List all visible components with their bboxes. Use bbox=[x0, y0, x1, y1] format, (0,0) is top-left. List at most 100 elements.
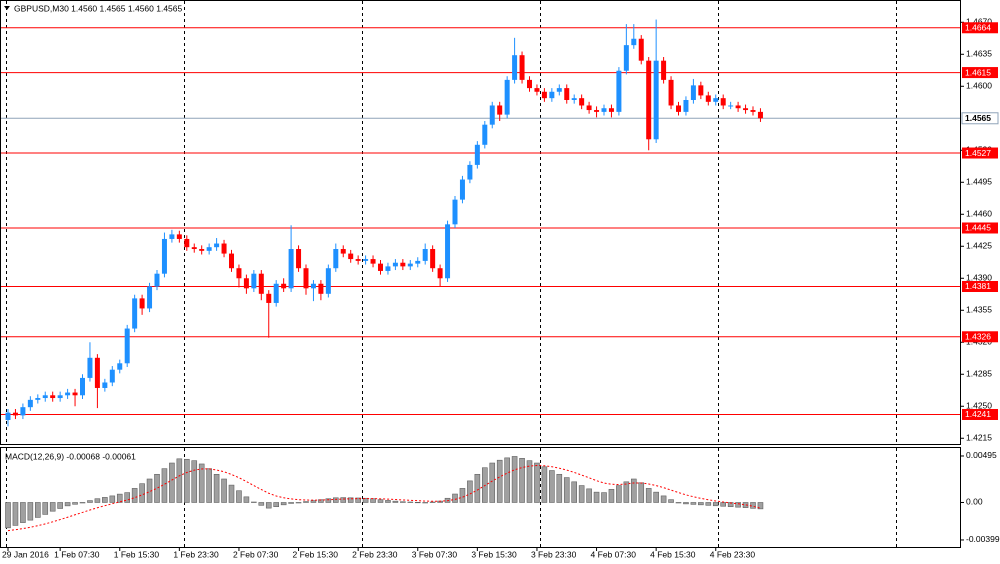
macd-bar bbox=[87, 500, 93, 503]
level-label: 1.4664 bbox=[965, 23, 991, 33]
macd-bar bbox=[660, 495, 667, 503]
candle-body bbox=[482, 124, 488, 145]
candle-body bbox=[564, 88, 570, 100]
macd-bar bbox=[228, 484, 235, 503]
x-tick-label: 3 Feb 23:30 bbox=[531, 549, 577, 559]
candle-body bbox=[161, 238, 167, 274]
candle-body bbox=[616, 70, 622, 112]
x-tick-label: 4 Feb 23:30 bbox=[710, 549, 756, 559]
level-badge bbox=[962, 331, 998, 343]
price-pane bbox=[0, 0, 961, 445]
macd-bar bbox=[534, 462, 540, 503]
macd-bar bbox=[184, 458, 190, 503]
macd-bar bbox=[429, 501, 436, 503]
last-price-badge bbox=[961, 112, 999, 125]
y-tick-label: 1.4460 bbox=[966, 209, 992, 219]
macd-bar bbox=[251, 501, 257, 503]
macd-bar bbox=[422, 502, 429, 504]
macd-bar bbox=[265, 502, 272, 509]
macd-bar bbox=[258, 502, 265, 506]
candle-body bbox=[728, 105, 734, 107]
x-tick-label: 1 Feb 15:30 bbox=[114, 549, 160, 559]
candle-body bbox=[720, 98, 726, 106]
candle-body bbox=[318, 283, 324, 294]
candle-body bbox=[35, 398, 41, 400]
candle-body bbox=[467, 164, 473, 180]
macd-bar bbox=[280, 502, 287, 506]
macd-bar bbox=[504, 457, 510, 503]
x-tick-label: 2 Feb 07:30 bbox=[233, 549, 279, 559]
level-label: 1.4381 bbox=[965, 281, 991, 291]
y-tick-label: 1.4250 bbox=[966, 401, 992, 411]
macd-pane bbox=[0, 447, 961, 548]
macd-title: MACD(12,26,9) -0.00068 -0.00061 bbox=[5, 451, 136, 461]
macd-bar bbox=[526, 460, 533, 503]
macd-bar bbox=[705, 502, 712, 506]
x-tick-label: 3 Feb 07:30 bbox=[412, 549, 458, 559]
candle-body bbox=[422, 249, 428, 261]
candle-body bbox=[497, 105, 503, 115]
candle-body bbox=[273, 283, 279, 303]
candle-body bbox=[504, 79, 510, 115]
candle-body bbox=[430, 249, 436, 269]
macd-bar bbox=[355, 497, 361, 503]
candle-body bbox=[80, 377, 85, 396]
candle-body bbox=[191, 247, 197, 250]
x-tick-label: 1 Feb 23:30 bbox=[173, 549, 219, 559]
chart-title: GBPUSD,M30 1.4560 1.4565 1.4560 1.4565 bbox=[14, 3, 183, 13]
macd-bar bbox=[213, 473, 220, 503]
macd-bar bbox=[400, 501, 406, 503]
x-tick-label: 4 Feb 07:30 bbox=[591, 549, 637, 559]
macd-bar bbox=[79, 502, 86, 504]
macd-bar bbox=[72, 502, 78, 505]
macd-bar bbox=[340, 497, 347, 503]
macd-bar bbox=[407, 501, 414, 503]
candle-body bbox=[281, 283, 287, 289]
candle-body bbox=[370, 259, 376, 264]
candle-body bbox=[378, 263, 383, 271]
macd-bar bbox=[474, 473, 481, 503]
candle-body bbox=[445, 224, 451, 279]
level-label: 1.4527 bbox=[965, 148, 991, 158]
macd-bar bbox=[720, 502, 727, 507]
menu-triangle bbox=[4, 6, 10, 10]
candle-body bbox=[638, 38, 644, 61]
macd-bar bbox=[154, 473, 160, 503]
candle-body bbox=[72, 392, 78, 396]
candle-body bbox=[549, 91, 555, 99]
candle-body bbox=[556, 88, 562, 92]
macd-bar bbox=[64, 502, 71, 507]
candle-body bbox=[340, 249, 346, 254]
macd-bar bbox=[273, 502, 280, 508]
macd-bar bbox=[519, 458, 525, 503]
x-tick-label: 4 Feb 15:30 bbox=[650, 549, 696, 559]
macd-bar bbox=[34, 502, 41, 518]
macd-bar bbox=[385, 500, 391, 503]
macd-bar bbox=[593, 491, 600, 503]
macd-bar bbox=[653, 491, 659, 503]
candle-body bbox=[117, 363, 123, 370]
candle-body bbox=[214, 243, 220, 248]
y-tick-label: 0.00495 bbox=[966, 450, 997, 460]
candle-body bbox=[646, 60, 652, 140]
candle-body bbox=[690, 85, 696, 100]
candle-body bbox=[459, 179, 465, 200]
macd-bar bbox=[206, 468, 212, 503]
macd-bar bbox=[295, 502, 302, 504]
candle-body bbox=[668, 79, 674, 106]
candle-body bbox=[683, 99, 689, 112]
candle-body bbox=[355, 259, 361, 261]
period-separators bbox=[6, 1, 897, 547]
candle-body bbox=[296, 249, 302, 269]
macd-bar bbox=[630, 478, 637, 503]
candle-body bbox=[623, 45, 629, 71]
candle-body bbox=[102, 382, 108, 388]
candle-body bbox=[169, 234, 175, 239]
candle-body bbox=[474, 144, 480, 165]
macd-bar bbox=[236, 490, 242, 503]
macd-bar bbox=[139, 483, 145, 503]
macd-bar bbox=[511, 456, 518, 503]
candle-body bbox=[147, 286, 153, 309]
macd-bar bbox=[176, 458, 183, 503]
